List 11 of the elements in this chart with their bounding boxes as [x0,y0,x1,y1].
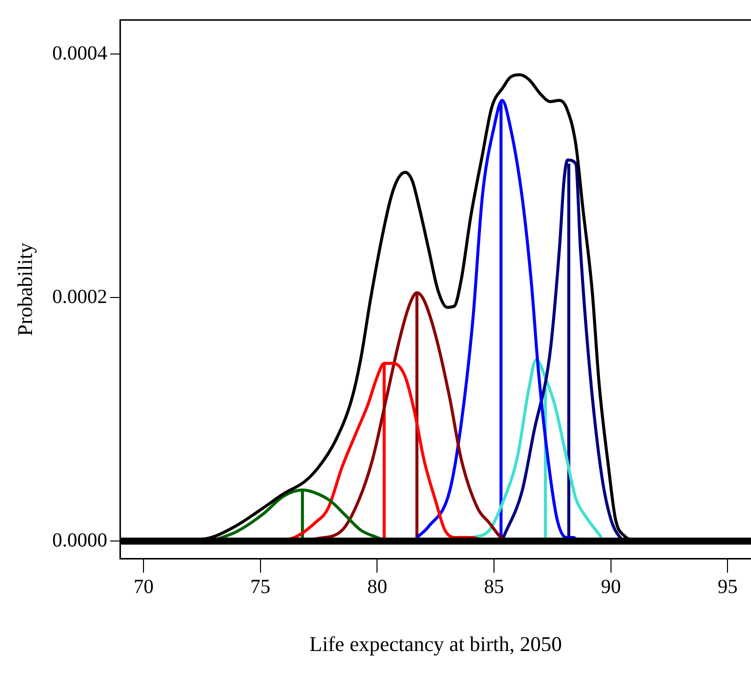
y-axis-title: Probability [13,242,38,336]
x-axis-title: Life expectancy at birth, 2050 [309,632,562,656]
y-tick-label: 0.0000 [52,529,108,552]
y-tick-label: 0.0004 [52,42,108,64]
y-tick-label: 0.0002 [52,286,108,308]
x-tick-label: 90 [600,576,621,598]
x-tick-label: 75 [250,576,270,598]
x-tick-label: 70 [134,576,154,598]
x-tick-label: 80 [367,576,388,598]
x-tick-label: 95 [718,576,738,598]
x-tick-label: 85 [484,576,504,598]
